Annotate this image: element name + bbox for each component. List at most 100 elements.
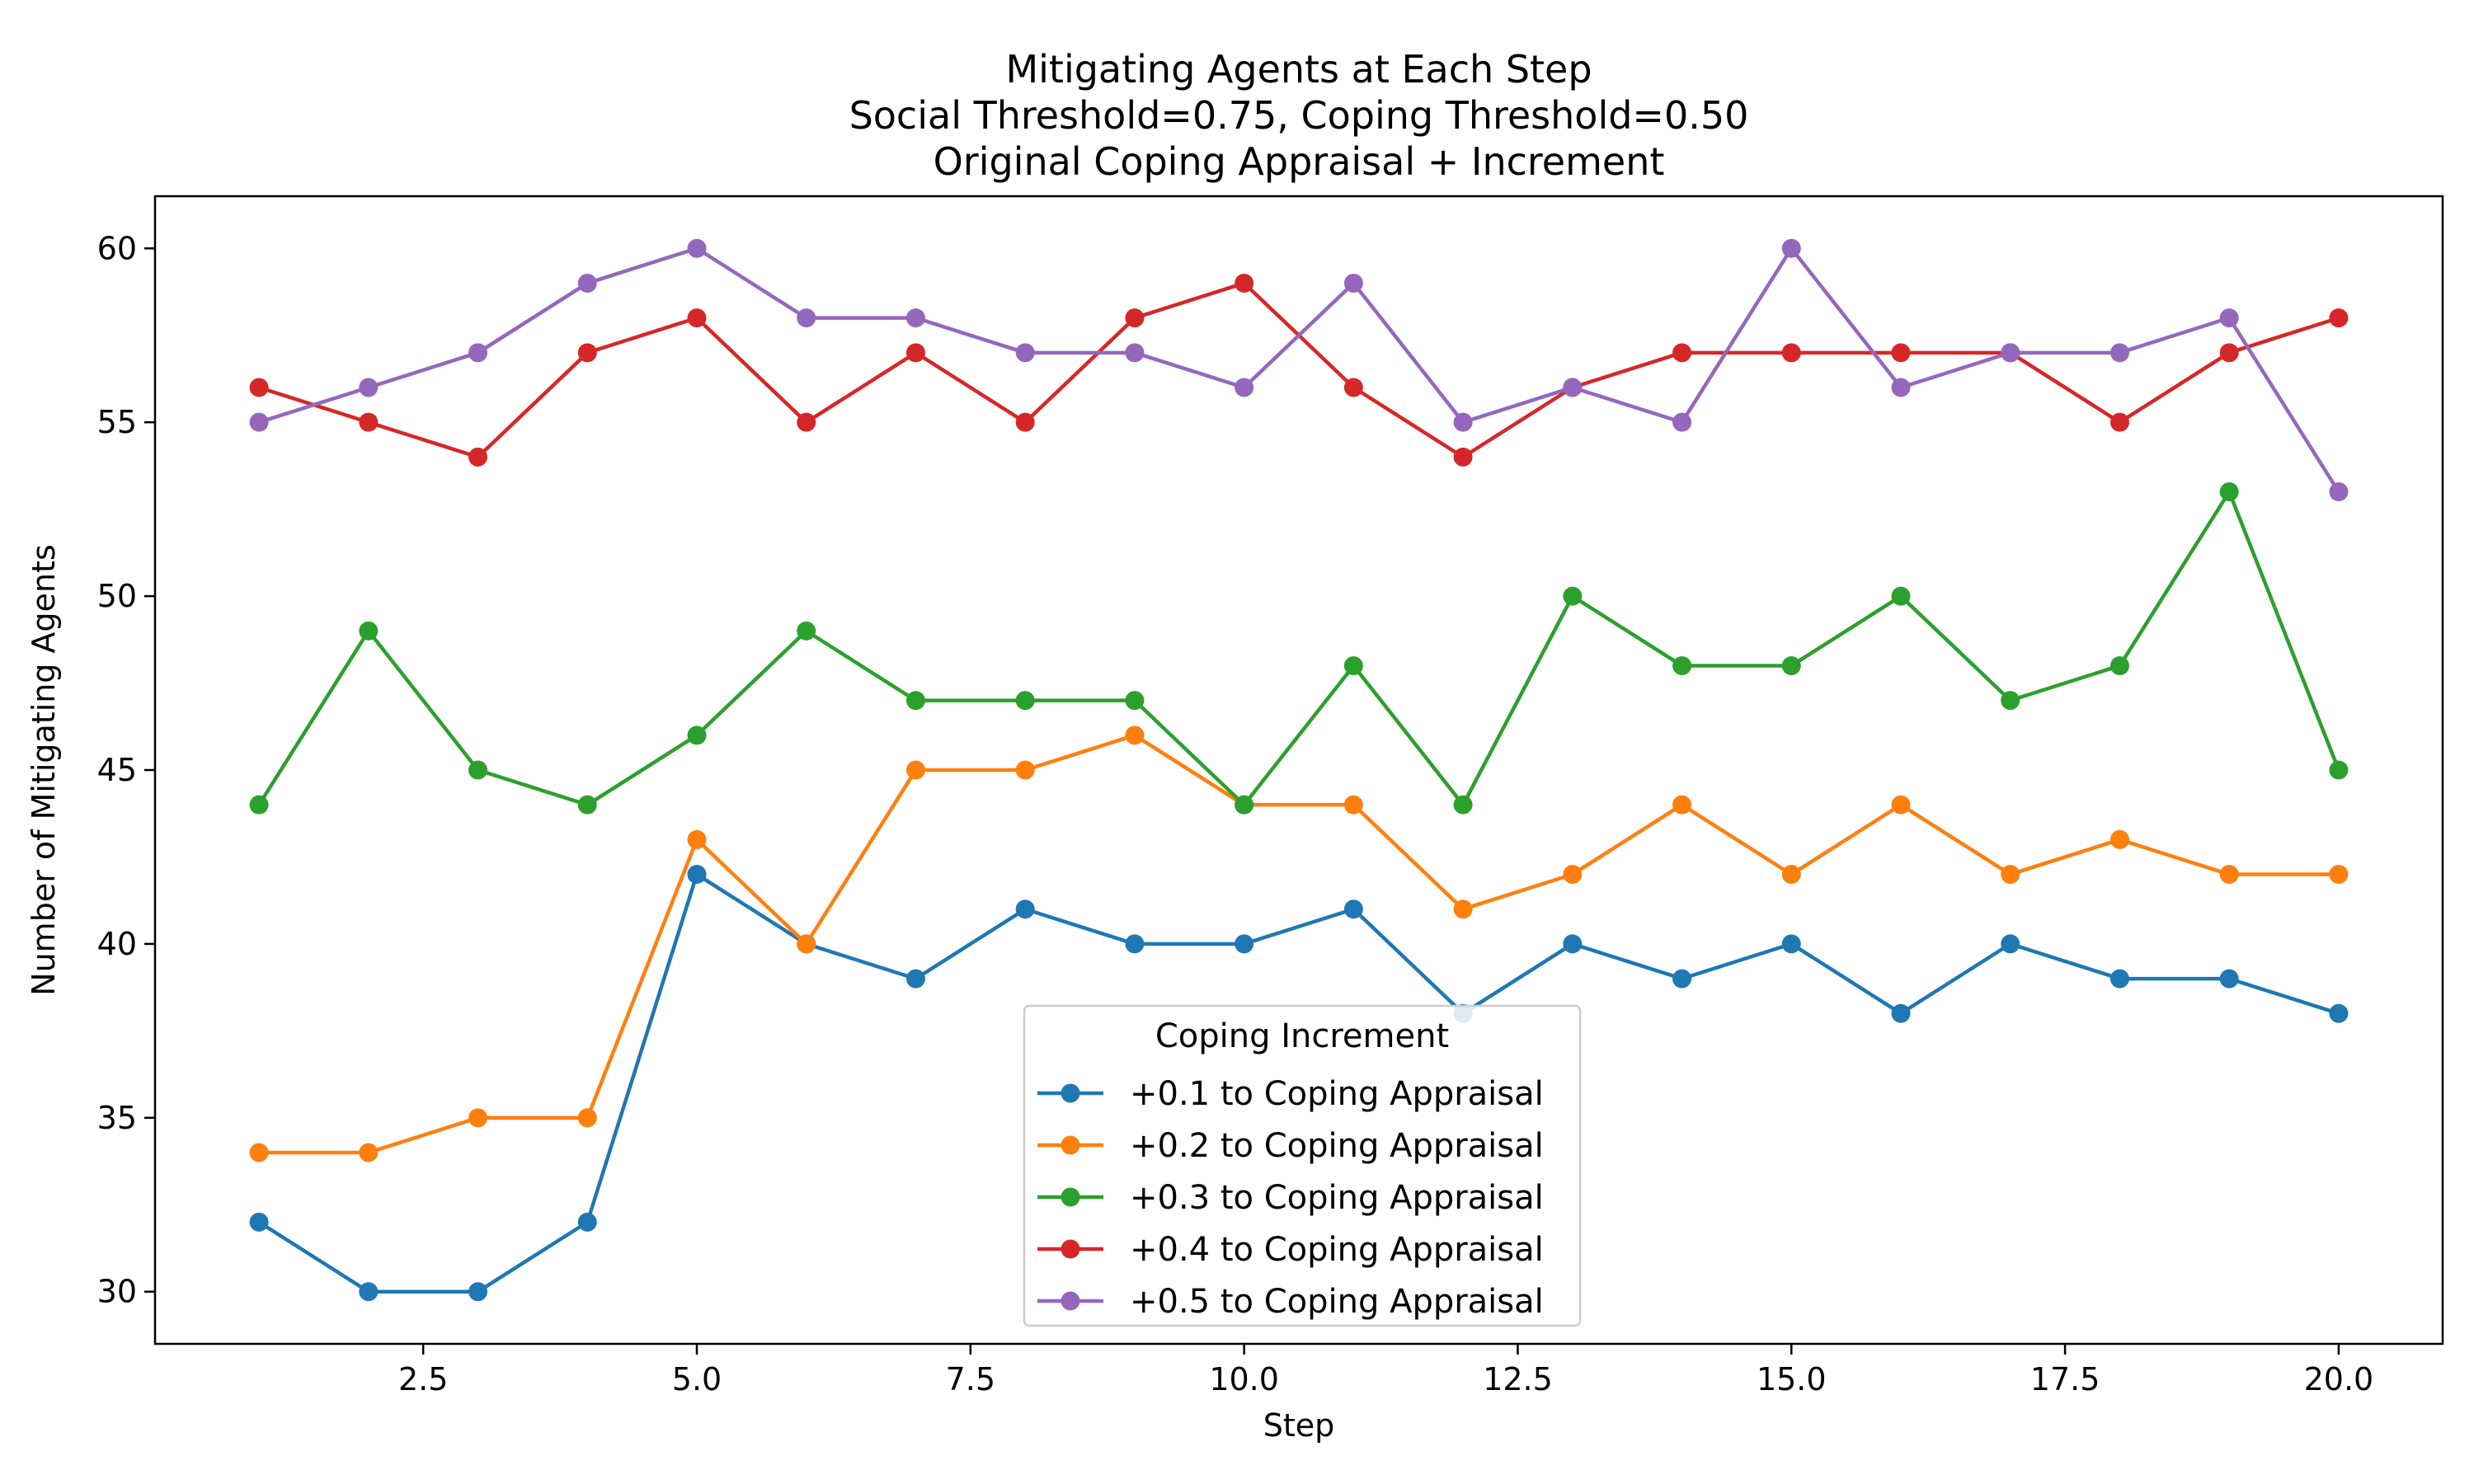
data-point [1343,378,1363,397]
data-point [1125,343,1145,363]
chart-title-line: Mitigating Agents at Each Step [1005,47,1592,92]
data-point [2219,308,2239,328]
data-point [1235,795,1254,815]
legend-label: +0.5 to Coping Appraisal [1130,1283,1544,1321]
data-point [249,1143,269,1162]
data-point [468,1108,488,1128]
data-point [1453,412,1473,432]
legend-box [1023,1004,1582,1327]
legend: Coping Increment +0.1 to Coping Appraisal… [1023,1004,1582,1327]
series-line [257,490,2341,807]
legend-swatch-marker [1061,1291,1080,1311]
data-point [2329,482,2349,502]
data-point [1015,343,1035,363]
y-tick-label: 45 [97,752,137,788]
data-point [2219,482,2239,502]
series-line [257,872,2340,1294]
x-tick-label: 17.5 [2030,1361,2100,1397]
data-point [249,412,269,432]
data-point [2001,934,2020,954]
data-point [468,447,488,467]
data-point [1235,273,1254,293]
data-point [2109,969,2129,989]
x-tick-label: 10.0 [1209,1361,1279,1397]
data-point [359,378,379,397]
data-point [797,308,816,328]
series-line [259,733,2339,1155]
data-point [687,308,707,328]
data-point [1891,795,1911,815]
data-point [1343,655,1363,675]
data-point [905,308,925,328]
series-line [258,247,2340,493]
data-point [1453,447,1473,467]
data-point [797,621,816,641]
data-point [2001,865,2020,885]
data-point [1125,726,1145,745]
data-point [687,238,707,258]
x-tick-label: 12.5 [1483,1361,1553,1397]
data-point [687,726,707,745]
data-point [687,865,707,885]
series-2 [249,726,2349,1162]
data-point [468,760,488,780]
y-tick-label: 40 [97,926,137,962]
data-point [577,273,597,293]
data-point [905,760,925,780]
legend-swatch-marker [1061,1135,1080,1155]
data-point [1015,760,1035,780]
y-tick-label: 60 [97,230,137,266]
y-tick-label: 30 [97,1274,137,1310]
data-point [1672,412,1692,432]
legend-label: +0.3 to Coping Appraisal [1130,1179,1544,1217]
plot-area [249,238,2349,1302]
data-point [359,1143,379,1162]
data-point [1015,691,1035,711]
data-point [1781,238,1801,258]
data-point [2219,969,2239,989]
legend-swatch-marker [1061,1239,1080,1259]
y-tick-label: 35 [97,1100,137,1136]
legend-item: +0.5 to Coping Appraisal [1037,1283,1544,1321]
legend-swatch-marker [1061,1083,1080,1103]
data-point [359,1282,379,1302]
data-point [1453,899,1473,919]
data-point [2329,308,2349,328]
data-point [1125,691,1145,711]
data-point [1125,308,1145,328]
data-point [905,691,925,711]
series-3 [249,482,2349,815]
y-tick-label: 55 [97,404,137,440]
data-point [1672,969,1692,989]
data-point [1343,795,1363,815]
data-point [1015,412,1035,432]
x-axis: 2.5 5.0 7.5 10.0 12.5 15.0 17.5 20.0 [398,1344,2373,1397]
legend-label: +0.4 to Coping Appraisal [1130,1231,1544,1269]
data-point [1781,934,1801,954]
data-point [2109,412,2129,432]
data-point [1672,343,1692,363]
data-point [797,412,816,432]
data-point [1781,865,1801,885]
data-point [2329,865,2349,885]
legend-label: +0.1 to Coping Appraisal [1130,1075,1544,1113]
legend-item: +0.1 to Coping Appraisal [1037,1075,1544,1113]
data-point [1672,655,1692,675]
data-point [905,343,925,363]
x-tick-label: 7.5 [946,1361,995,1397]
legend-label: +0.2 to Coping Appraisal [1130,1127,1544,1165]
data-point [1563,865,1583,885]
data-point [1891,378,1911,397]
legend-item: +0.2 to Coping Appraisal [1037,1127,1544,1165]
data-point [2001,343,2020,363]
data-point [2109,655,2129,675]
x-tick-label: 5.0 [672,1361,722,1397]
data-point [577,1108,597,1128]
x-tick-label: 15.0 [1757,1361,1827,1397]
data-point [1343,899,1363,919]
data-point [687,829,707,849]
data-point [2109,829,2129,849]
data-point [577,1212,597,1232]
